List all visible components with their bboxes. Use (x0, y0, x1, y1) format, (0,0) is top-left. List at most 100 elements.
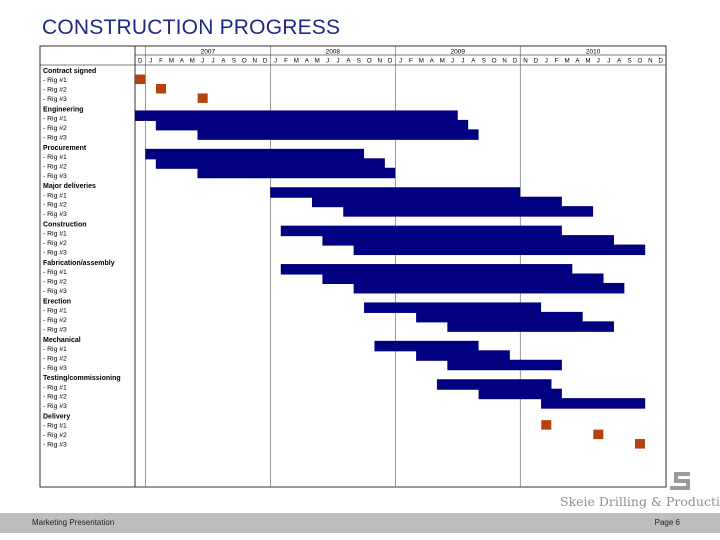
gantt-bar (416, 350, 510, 361)
month-label: J (399, 58, 402, 65)
month-label: J (607, 58, 610, 65)
month-label: M (419, 58, 424, 65)
month-label: A (617, 58, 622, 65)
gantt-bar (155, 119, 469, 131)
skeie-s-logo-icon (670, 472, 690, 490)
gantt-bar (447, 359, 562, 371)
row-label: - Rig #2 (43, 432, 67, 439)
row-label: - Rig #1 (43, 384, 67, 391)
month-label: A (180, 58, 185, 65)
chart-frame (39, 45, 667, 488)
month-label: A (305, 58, 310, 65)
month-label: M (585, 58, 590, 65)
row-label: - Rig #1 (43, 346, 67, 353)
row-label: - Rig #1 (43, 77, 67, 84)
row-label: - Rig #3 (43, 365, 67, 372)
row-label: - Rig #2 (43, 87, 67, 94)
logo-text: Skeie Drilling & Production (560, 494, 720, 509)
month-label: A (346, 58, 351, 65)
month-label: F (284, 58, 288, 65)
year-label: 2008 (326, 49, 341, 56)
month-label: F (159, 58, 163, 65)
month-label: J (201, 58, 204, 65)
row-label: - Rig #3 (43, 96, 67, 103)
group-label: Contract signed (43, 68, 96, 75)
year-label: 2007 (201, 49, 216, 56)
gantt-bar (353, 244, 646, 256)
gantt-bar (353, 282, 625, 294)
milestone-marker (634, 439, 645, 449)
milestone-marker (197, 93, 208, 103)
month-label: J (212, 58, 215, 65)
row-label: - Rig #1 (43, 231, 67, 238)
month-label: S (627, 58, 631, 65)
month-label: M (190, 58, 195, 65)
month-label: F (555, 58, 559, 65)
month-label: J (149, 58, 152, 65)
month-label: O (242, 58, 247, 65)
month-label: D (263, 58, 268, 65)
gantt-bar (343, 206, 594, 217)
month-label: D (388, 58, 393, 65)
month-label: A (221, 58, 226, 65)
month-label: J (326, 58, 329, 65)
group-label: Engineering (43, 106, 83, 113)
month-label: A (471, 58, 476, 65)
month-label: O (367, 58, 372, 65)
group-label: Construction (43, 222, 87, 229)
month-label: D (513, 58, 518, 65)
row-label: - Rig #1 (43, 115, 67, 122)
month-label: S (232, 58, 236, 65)
row-label: - Rig #3 (43, 326, 67, 333)
row-label: - Rig #2 (43, 279, 67, 286)
gantt-bar (280, 264, 573, 275)
row-label: - Rig #2 (43, 240, 67, 247)
month-label: N (648, 58, 652, 65)
gantt-bar (364, 302, 542, 313)
row-label: - Rig #3 (43, 442, 67, 449)
row-label: - Rig #3 (43, 403, 67, 410)
gantt-bar (312, 196, 562, 208)
gantt-bar (322, 235, 614, 246)
month-label: M (565, 58, 570, 65)
footer-presentation-label: Marketing Presentation (32, 518, 115, 527)
month-label: M (169, 58, 174, 65)
group-label: Procurement (43, 145, 87, 152)
year-label: 2010 (586, 49, 601, 56)
row-label: - Rig #2 (43, 202, 67, 209)
month-label: A (430, 58, 435, 65)
gantt-bar (197, 167, 396, 179)
month-label: D (138, 58, 143, 65)
group-label: Major deliveries (43, 183, 96, 190)
row-label: - Rig #3 (43, 250, 67, 257)
gantt-bar (374, 340, 479, 352)
page-number: Page 6 (654, 518, 680, 527)
month-label: J (461, 58, 464, 65)
month-label: M (294, 58, 299, 65)
month-label: J (545, 58, 548, 65)
group-label: Testing/commissioning (43, 375, 121, 382)
gantt-bar (436, 379, 552, 390)
month-label: D (534, 58, 539, 65)
gantt-bar (541, 398, 646, 409)
month-label: N (502, 58, 506, 65)
row-label: - Rig #3 (43, 134, 67, 141)
month-label: J (451, 58, 454, 65)
gantt-bar (270, 187, 521, 198)
gantt-bar (155, 158, 385, 169)
milestone-marker (541, 420, 552, 430)
gantt-bar (447, 321, 614, 332)
row-label: - Rig #1 (43, 307, 67, 314)
month-label: J (336, 58, 339, 65)
month-label: A (575, 58, 580, 65)
row-label: - Rig #1 (43, 423, 67, 430)
gantt-bar (135, 110, 458, 121)
month-label: N (253, 58, 257, 65)
month-label: M (440, 58, 445, 65)
row-label: - Rig #3 (43, 173, 67, 180)
month-label: S (482, 58, 486, 65)
gantt-bar (145, 148, 365, 160)
row-label: - Rig #1 (43, 192, 67, 199)
gantt-bar (478, 388, 562, 400)
